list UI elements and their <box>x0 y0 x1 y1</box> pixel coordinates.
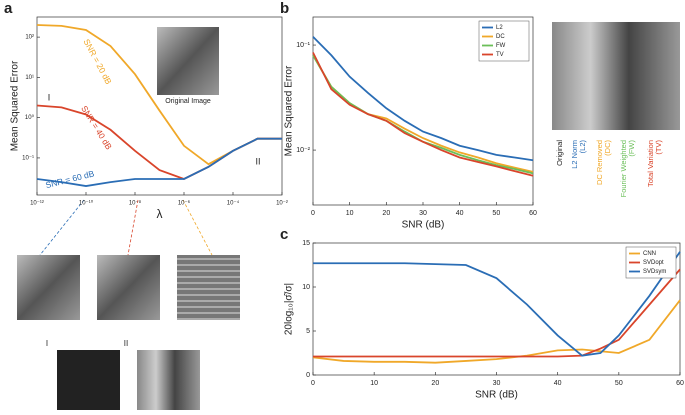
image-label: (TV) <box>654 140 663 155</box>
annotation: I <box>46 339 48 348</box>
panel-label: a <box>4 0 13 17</box>
x-tick-label: 10 <box>346 210 354 217</box>
recon-image <box>17 255 80 320</box>
connector <box>182 199 213 256</box>
recon-image <box>97 255 160 320</box>
series-annotation: SNR = 40 dB <box>79 104 114 152</box>
annotation: Original Image <box>165 98 211 105</box>
y-tick-label: 15 <box>302 240 310 247</box>
y-tick-label: 10¹ <box>25 75 34 81</box>
annotation: II <box>124 339 128 348</box>
y-tick-label: 0 <box>306 372 310 379</box>
x-tick-label: 10 <box>370 380 378 387</box>
x-tick-label: 40 <box>456 210 464 217</box>
x-tick-label: 50 <box>492 210 500 217</box>
legend-label: SVDsym <box>643 269 666 275</box>
series-line <box>312 52 534 177</box>
series-line <box>313 268 681 358</box>
y-tick-label: 10⁰ <box>25 114 35 121</box>
x-axis-label: SNR (dB) <box>475 390 518 401</box>
x-tick-label: 30 <box>493 380 501 387</box>
x-tick-label: 20 <box>382 210 390 217</box>
annotation: II <box>255 156 260 166</box>
series-line <box>312 36 534 162</box>
y-tick-label: 10 <box>302 284 310 291</box>
y-tick-label: 10⁻¹ <box>296 42 310 49</box>
original-image <box>157 27 219 95</box>
y-tick-label: 5 <box>306 328 310 335</box>
image-label: L2 Norm <box>570 140 579 169</box>
panel-label: c <box>280 226 288 243</box>
y-axis-label: Mean Squared Error <box>284 65 295 156</box>
panel-label: b <box>280 0 289 17</box>
y-tick-label: 10⁻¹ <box>22 155 34 161</box>
image-label: Fourier Weighted <box>619 140 628 197</box>
x-tick-label: 10⁻¹⁰ <box>79 200 94 207</box>
legend-label: TV <box>496 52 504 58</box>
image-label: (DC) <box>603 139 612 155</box>
series-line <box>36 137 282 187</box>
legend-label: L2 <box>496 25 503 31</box>
y-tick-label: 10² <box>25 35 34 41</box>
series-annotation: SNR = 60 dB <box>44 168 95 190</box>
legend-label: CNN <box>643 251 656 257</box>
x-tick-label: 40 <box>554 380 562 387</box>
x-tick-label: 0 <box>311 380 315 387</box>
connector <box>127 199 139 256</box>
y-axis-label: Mean Squared Error <box>10 60 21 151</box>
x-tick-label: 60 <box>529 210 537 217</box>
x-tick-label: 20 <box>431 380 439 387</box>
image-label: Original <box>555 140 564 166</box>
y-tick-label: 10⁻² <box>296 147 310 154</box>
annotation: I <box>48 92 51 102</box>
image-label: Total Variation <box>646 140 655 187</box>
legend-label: SVDopt <box>643 260 664 266</box>
x-tick-label: 50 <box>615 380 623 387</box>
x-tick-label: 10⁻² <box>276 201 288 207</box>
connector <box>39 199 85 256</box>
x-tick-label: 10⁻¹² <box>30 201 44 207</box>
x-tick-label: 10⁻⁴ <box>227 200 240 207</box>
recon-image <box>177 255 240 320</box>
x-axis-label: SNR (dB) <box>402 220 445 231</box>
x-tick-label: 30 <box>419 210 427 217</box>
strip-image <box>552 22 680 130</box>
image-label: (FW) <box>627 139 636 156</box>
x-tick-label: 10⁻⁶ <box>178 200 191 207</box>
series-line <box>313 251 681 357</box>
series-line <box>36 104 282 180</box>
legend-label: FW <box>496 43 506 49</box>
matrix-image <box>137 350 200 410</box>
x-tick-label: 60 <box>676 380 684 387</box>
image-label: (L2) <box>578 140 587 154</box>
x-tick-label: 10⁻⁸ <box>129 200 142 207</box>
y-axis-label: 20log₁₀|σ̂/σ| <box>283 283 295 335</box>
legend-label: DC <box>496 34 505 40</box>
x-axis-label: λ <box>157 207 163 221</box>
x-tick-label: 0 <box>311 210 315 217</box>
matrix-image <box>57 350 120 410</box>
image-label: DC Removed <box>595 140 604 185</box>
